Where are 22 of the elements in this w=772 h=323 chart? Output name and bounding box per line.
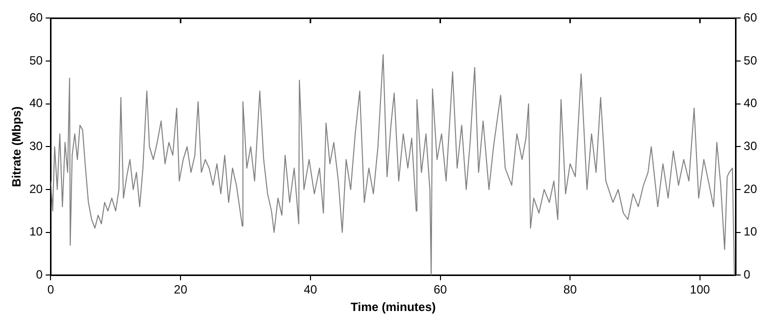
y-tick-label: 60 — [29, 10, 44, 25]
y2-tick-label: 20 — [744, 182, 758, 196]
y2-tick-label: 30 — [744, 139, 758, 154]
x-tick-label: 80 — [563, 282, 578, 297]
y-tick-label: 30 — [29, 139, 44, 154]
x-tick-label: 100 — [690, 282, 710, 297]
x-axis-title: Time (minutes) — [350, 300, 436, 314]
y2-tick-label: 50 — [744, 53, 758, 68]
y2-tick-label: 10 — [744, 224, 758, 239]
x-tick-label: 60 — [434, 282, 448, 297]
x-tick-label: 20 — [174, 282, 188, 297]
y-tick-label: 10 — [29, 224, 44, 239]
y-tick-label: 20 — [29, 182, 44, 196]
y2-tick-label: 60 — [744, 10, 758, 25]
x-tick-label: 40 — [304, 282, 318, 297]
y-tick-label: 50 — [29, 53, 44, 68]
y2-tick-label: 0 — [744, 268, 751, 282]
y-tick-label: 0 — [36, 268, 44, 282]
y-tick-label: 40 — [29, 96, 44, 110]
y2-tick-label: 40 — [744, 96, 758, 110]
y-axis-title: Bitrate (Mbps) — [10, 106, 24, 188]
x-tick-label: 0 — [47, 282, 54, 297]
